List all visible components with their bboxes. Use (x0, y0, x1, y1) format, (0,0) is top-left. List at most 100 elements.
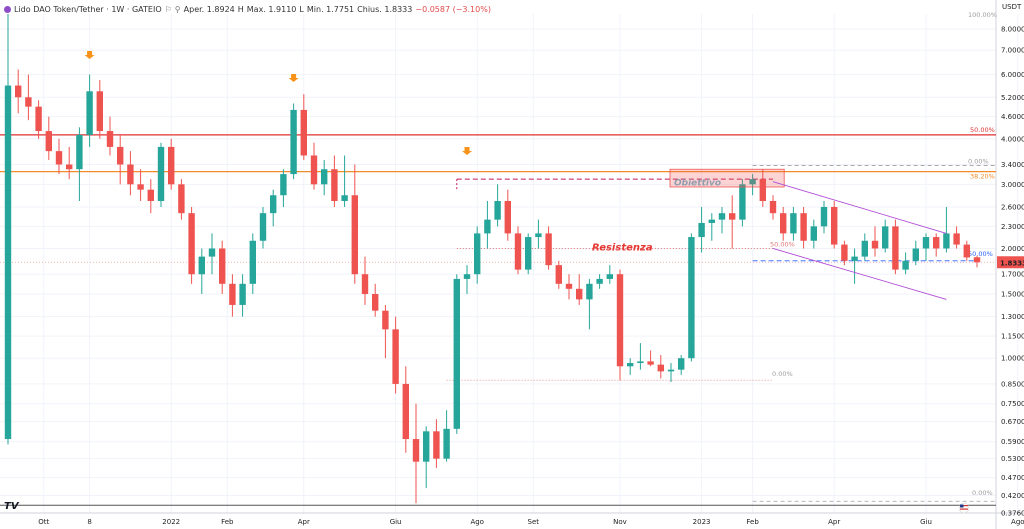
price-tick-label: 0.3760 (1001, 510, 1024, 518)
candle (382, 304, 389, 359)
candle (453, 274, 460, 434)
channel-line-lower (772, 248, 947, 300)
candle (157, 142, 165, 207)
candle (310, 142, 318, 190)
candle-body (739, 184, 746, 220)
candle (168, 138, 175, 190)
candle-body (321, 169, 328, 185)
candle-body (769, 200, 777, 214)
candle (953, 226, 960, 249)
price-tick-label: 2.3000 (1001, 223, 1024, 231)
price-tick-label: 3.0000 (1001, 181, 1024, 189)
change-value: −0.0587 (−3.10%) (415, 4, 491, 14)
time-tick-label: Giu (390, 518, 402, 526)
candle (749, 174, 756, 196)
candle (280, 169, 287, 207)
bell-icon[interactable]: ⚐ (164, 4, 172, 14)
candle (76, 127, 83, 201)
price-tick-label: 5.2000 (1001, 94, 1024, 102)
candle (15, 69, 22, 114)
candle (616, 269, 624, 381)
candle (96, 79, 103, 139)
candle-body (912, 248, 919, 261)
currency-label: USDT (1002, 3, 1022, 11)
candle (769, 195, 777, 220)
candle-body (361, 274, 369, 295)
current-price-label: 1.8333 (1000, 259, 1024, 267)
time-tick-label: Apr (828, 518, 840, 526)
time-tick-label: 2022 (162, 518, 180, 526)
candle-body (596, 278, 603, 284)
candle (219, 240, 226, 295)
candle (606, 265, 613, 284)
search-icon[interactable]: ⚲ (174, 4, 181, 14)
candle-body (423, 431, 430, 462)
candle-body (606, 274, 613, 279)
candle (147, 179, 154, 214)
candle (514, 226, 522, 275)
time-tick-label: 8 (87, 518, 91, 526)
fib-label-100: 100.00% (968, 11, 997, 19)
candle-body (341, 195, 348, 201)
price-axis[interactable]: USDT 8.0000 7.0000 6.0000 5.2000 4.6000 4.0000… (997, 3, 1024, 518)
candle (361, 256, 369, 305)
candle (474, 226, 481, 284)
candle (688, 233, 695, 362)
candle-body (372, 294, 379, 311)
symbol-title[interactable]: Lido DAO Token/Tether · 1W · GATEIO (14, 4, 162, 14)
candle (861, 233, 868, 261)
candle (106, 116, 114, 156)
candle-body (382, 310, 389, 330)
candle-body (310, 155, 318, 185)
candle (667, 363, 675, 383)
candle (596, 274, 603, 289)
current-price-tag[interactable] (997, 256, 1024, 269)
fib-label-50-mid: 50.00% (770, 240, 795, 248)
candle (871, 226, 879, 257)
price-tick-label: 3.4000 (1001, 161, 1024, 169)
candle-body (494, 200, 501, 220)
candle (504, 189, 511, 241)
candle-body (616, 274, 624, 367)
price-tick-label: 1.7000 (1001, 271, 1024, 279)
candle-body (412, 439, 420, 462)
time-tick-label: Set (528, 518, 540, 526)
price-tick-label: 4.0000 (1001, 135, 1024, 143)
candle-body (565, 283, 573, 289)
candle (290, 103, 297, 180)
candle (545, 226, 552, 270)
candle-body (514, 233, 522, 270)
candle-body (106, 131, 114, 147)
candle-body (790, 213, 797, 234)
time-tick-label: Ago (1011, 518, 1024, 526)
candle-body (443, 428, 450, 459)
candle-body (831, 206, 838, 245)
candle (25, 74, 32, 121)
candle (800, 206, 807, 249)
candle-body (749, 179, 756, 185)
candle-body (953, 233, 960, 245)
candle-body (433, 431, 440, 459)
candle (586, 278, 593, 330)
time-tick-label: 2023 (693, 518, 711, 526)
candle-body (229, 283, 236, 305)
time-axis[interactable]: Ott 8 2022 Feb Apr Giu Ago Set Nov 2023 Feb Apr Giu A… (38, 518, 1024, 526)
candle (402, 366, 409, 453)
price-tick-label: 2.0000 (1001, 245, 1024, 253)
candle-body (453, 278, 460, 429)
candle (372, 283, 379, 317)
candle-body (729, 213, 736, 220)
candle-body (208, 248, 216, 257)
max-value: Max. 1.9110 (246, 4, 297, 14)
price-tick-label: 0.8500 (1001, 380, 1024, 388)
candle-body (657, 364, 664, 372)
candle-body (96, 91, 103, 132)
candle (922, 233, 930, 261)
candle (678, 355, 685, 375)
candle (708, 213, 715, 241)
candle (392, 316, 399, 394)
candle (576, 274, 583, 305)
candle (208, 233, 216, 275)
us-flag-stripe (960, 508, 968, 510)
